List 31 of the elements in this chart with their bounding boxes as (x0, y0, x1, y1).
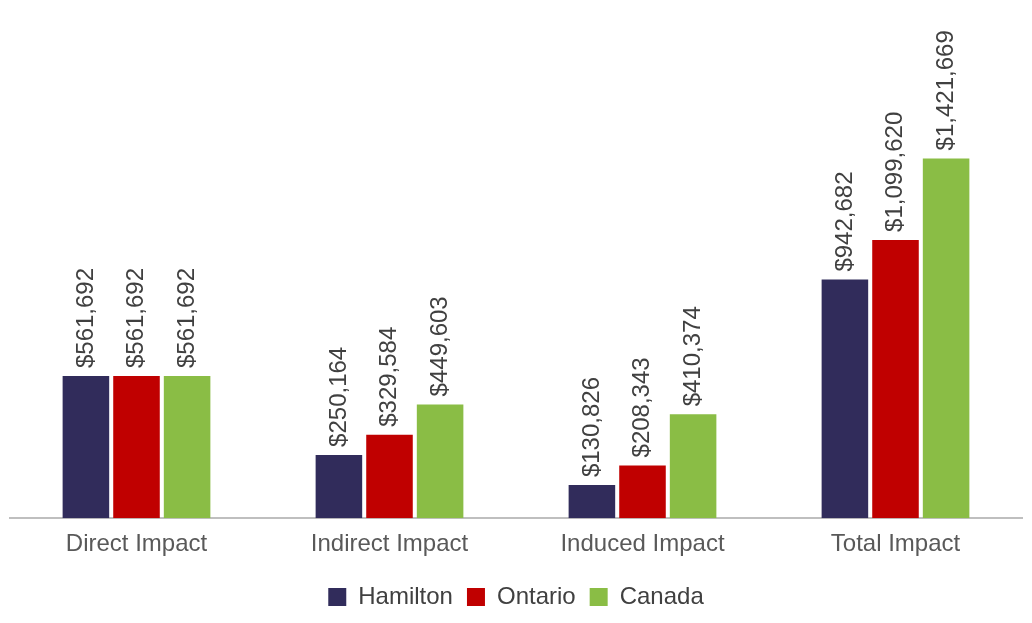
data-label: $208,343 (627, 357, 655, 458)
data-label: $250,164 (323, 346, 351, 447)
data-label: $561,692 (121, 267, 149, 369)
data-label: $329,584 (374, 326, 402, 427)
x-tick-label: Induced Impact (560, 529, 725, 557)
x-tick-label: Direct Impact (65, 529, 208, 557)
legend-label: Hamilton (358, 581, 453, 609)
bar (416, 404, 464, 519)
bar (872, 239, 919, 519)
bar (619, 465, 666, 519)
bar (922, 158, 970, 519)
data-label: $1,099,620 (880, 111, 908, 232)
bar (113, 376, 160, 519)
bar (366, 434, 413, 519)
legend-label: Ontario (496, 581, 576, 609)
bar (821, 279, 869, 519)
data-label: $130,826 (576, 376, 604, 478)
data-label: $561,692 (70, 267, 98, 369)
x-tick-label: Total Impact (830, 529, 961, 557)
x-tick-label: Indirect Impact (310, 529, 469, 557)
bar (163, 376, 211, 519)
data-label: $410,374 (677, 306, 705, 407)
data-label: $942,682 (829, 171, 857, 272)
bar (669, 414, 717, 519)
legend-label: Canada (619, 581, 705, 609)
data-label: $1,421,669 (930, 30, 958, 151)
data-label: $561,692 (171, 267, 199, 369)
bar (568, 485, 616, 519)
bar (315, 454, 363, 519)
bar (62, 376, 110, 519)
data-label: $449,603 (424, 296, 452, 397)
